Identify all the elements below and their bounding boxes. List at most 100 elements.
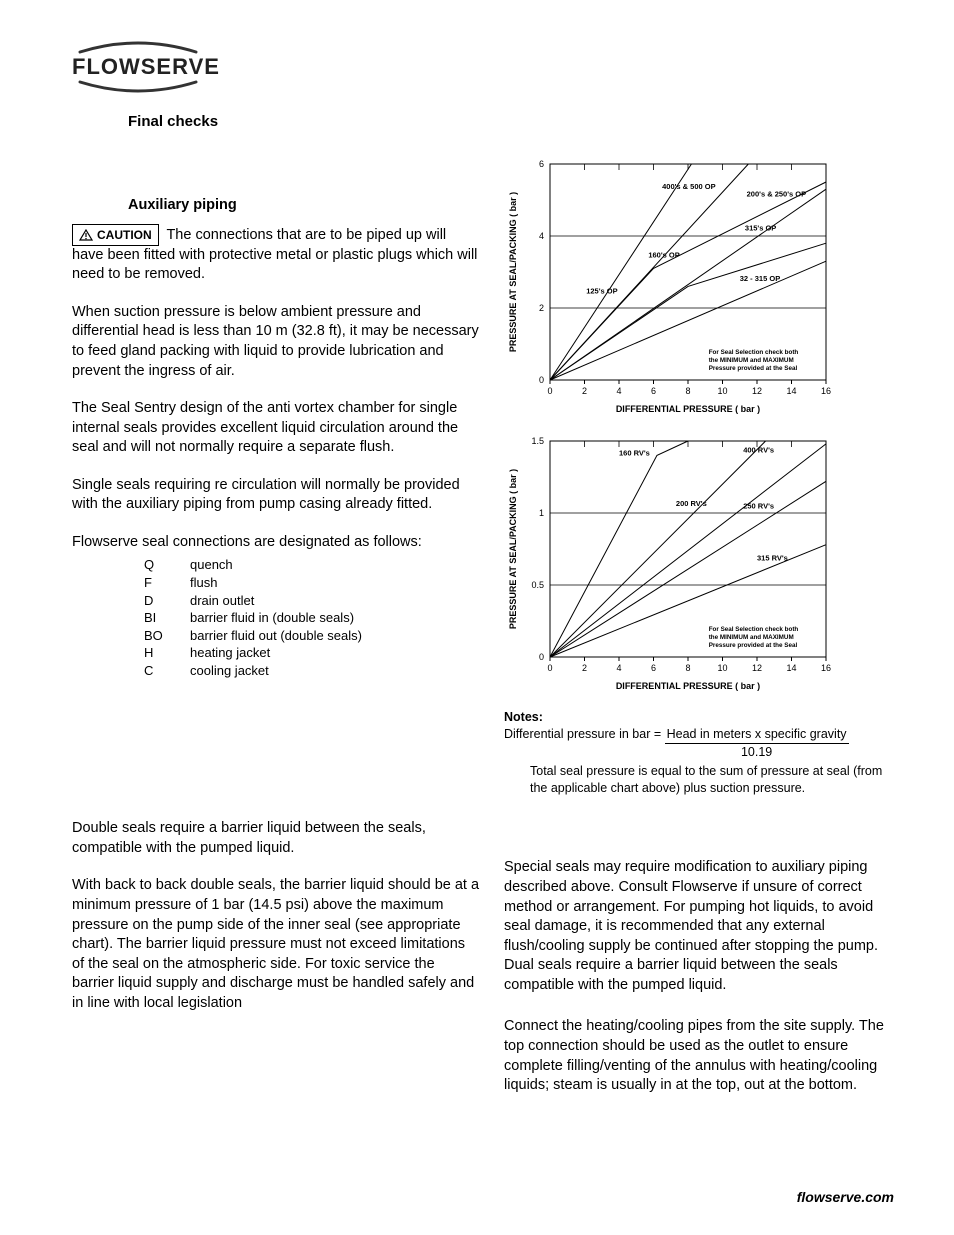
connection-row: Fflush (144, 574, 480, 592)
content-columns: Auxiliary piping CAUTION The connections… (72, 156, 894, 1114)
connection-code: D (144, 592, 172, 610)
connection-code: BI (144, 609, 172, 627)
connection-label: heating jacket (190, 644, 270, 662)
right-column: 02468101214160246400's & 500 OP200's & 2… (504, 156, 894, 1114)
connection-row: Ccooling jacket (144, 662, 480, 680)
chart-svg: 0 2 4 6 8 10 12 14 16 0 0.5 1 1.5 160 RV's 400 RV's 200… (504, 433, 834, 693)
connection-row: BO barrier fluid out (double seals) (144, 627, 480, 645)
svg-text:6: 6 (539, 159, 544, 169)
connection-code: H (144, 644, 172, 662)
svg-text:the MINIMUM and MAXIMUM: the MINIMUM and MAXIMUM (709, 357, 794, 364)
svg-text:400's & 500 OP: 400's & 500 OP (662, 182, 716, 191)
notes-line2: Total seal pressure is equal to the sum … (504, 763, 894, 797)
paragraph-9: Connect the heating/cooling pipes from t… (504, 1017, 894, 1095)
connection-label: cooling jacket (190, 662, 269, 680)
svg-text:125's OP: 125's OP (586, 287, 617, 296)
caution-label: CAUTION (97, 228, 152, 242)
svg-text:0: 0 (547, 663, 552, 673)
svg-text:400 RV's: 400 RV's (743, 445, 774, 454)
svg-text:the MINIMUM and MAXIMUM: the MINIMUM and MAXIMUM (709, 634, 794, 641)
svg-text:0: 0 (539, 375, 544, 385)
svg-text:For Seal Selection check both: For Seal Selection check both (709, 626, 799, 633)
section-title: Final checks (128, 112, 894, 132)
svg-text:16: 16 (821, 663, 831, 673)
svg-text:PRESSURE AT SEAL/PACKING ( bar: PRESSURE AT SEAL/PACKING ( bar ) (508, 192, 518, 352)
connection-label: flush (190, 574, 217, 592)
notes-fraction: Head in meters x specific gravity 10.19 (665, 726, 849, 761)
connection-row: Qquench (144, 556, 480, 574)
paragraph-8: Special seals may require modification t… (504, 858, 894, 995)
connection-label: drain outlet (190, 592, 254, 610)
svg-text:4: 4 (616, 386, 621, 396)
chart-1: 0 2 4 6 8 10 12 14 16 0 2 4 6 400's & 500 OP 200's & 2… (504, 156, 894, 423)
paragraph-7: With back to back double seals, the barr… (72, 876, 480, 1013)
svg-text:DIFFERENTIAL PRESSURE ( bar ): DIFFERENTIAL PRESSURE ( bar ) (616, 681, 760, 691)
chart-notes: Notes: Differential pressure in bar = He… (504, 709, 894, 796)
svg-text:12: 12 (752, 386, 762, 396)
svg-text:32 - 315 OP: 32 - 315 OP (740, 274, 780, 283)
svg-text:8: 8 (685, 386, 690, 396)
svg-text:2: 2 (582, 663, 587, 673)
warning-triangle-icon (79, 229, 93, 241)
svg-text:6: 6 (651, 663, 656, 673)
subsection-title: Auxiliary piping (128, 196, 480, 216)
paragraph-3: The Seal Sentry design of the anti vorte… (72, 399, 480, 458)
paragraph-5: Flowserve seal connections are designate… (72, 533, 480, 553)
svg-text:16: 16 (821, 386, 831, 396)
chart-svg: 0 2 4 6 8 10 12 14 16 0 2 4 6 400's & 500 OP 200's & 2… (504, 156, 834, 416)
page: FLOWSERVE Final checks Auxiliary piping … (0, 0, 954, 1235)
svg-text:Pressure provided at the Seal: Pressure provided at the Seal (709, 642, 798, 649)
svg-text:250 RV's: 250 RV's (743, 501, 774, 510)
svg-text:0: 0 (547, 386, 552, 396)
notes-line1-pre: Differential pressure in bar = (504, 727, 665, 741)
logo-swoosh-bottom-icon (72, 80, 204, 96)
svg-text:6: 6 (651, 386, 656, 396)
svg-text:2: 2 (582, 386, 587, 396)
svg-text:0.5: 0.5 (531, 580, 544, 590)
svg-text:200 RV's: 200 RV's (676, 498, 707, 507)
svg-text:4: 4 (539, 231, 544, 241)
svg-text:315 RV's: 315 RV's (757, 553, 788, 562)
svg-text:PRESSURE AT SEAL/PACKING ( bar: PRESSURE AT SEAL/PACKING ( bar ) (508, 468, 518, 628)
notes-header: Notes: (504, 710, 543, 724)
connection-label: barrier fluid out (double seals) (190, 627, 362, 645)
svg-text:0: 0 (539, 652, 544, 662)
connections-table: QquenchFflushDdrain outletBIbarrier flui… (144, 556, 480, 679)
logo-swoosh-top-icon (72, 38, 204, 54)
svg-text:4: 4 (616, 663, 621, 673)
connection-code: BO (144, 627, 172, 645)
notes-fraction-den: 10.19 (665, 744, 849, 761)
svg-text:200's & 250's OP: 200's & 250's OP (747, 189, 806, 198)
notes-fraction-num: Head in meters x specific gravity (665, 726, 849, 744)
chart-2: 0 2 4 6 8 10 12 14 16 0 0.5 1 1.5 160 RV's 400 RV's 200… (504, 433, 894, 700)
svg-text:10: 10 (717, 386, 727, 396)
svg-text:160 RV's: 160 RV's (619, 448, 650, 457)
paragraph-4: Single seals requiring re circulation wi… (72, 476, 480, 515)
connection-row: BI barrier fluid in (double seals) (144, 609, 480, 627)
svg-text:1.5: 1.5 (531, 436, 544, 446)
footer-url: flowserve.com (797, 1188, 894, 1207)
svg-text:2: 2 (539, 303, 544, 313)
svg-text:160's OP: 160's OP (648, 251, 679, 260)
svg-text:10: 10 (717, 663, 727, 673)
connection-row: Ddrain outlet (144, 592, 480, 610)
connection-code: F (144, 574, 172, 592)
connection-label: quench (190, 556, 233, 574)
brand-name: FLOWSERVE (72, 54, 220, 79)
paragraph-6: Double seals require a barrier liquid be… (72, 819, 480, 858)
svg-text:315's OP: 315's OP (745, 224, 776, 233)
brand-logo: FLOWSERVE (72, 38, 894, 96)
svg-text:1: 1 (539, 508, 544, 518)
svg-text:12: 12 (752, 663, 762, 673)
connection-label: barrier fluid in (double seals) (190, 609, 354, 627)
svg-text:For Seal Selection check both: For Seal Selection check both (709, 349, 799, 356)
caution-badge: CAUTION (72, 224, 159, 246)
caution-paragraph: CAUTION The connections that are to be p… (72, 224, 480, 285)
svg-text:8: 8 (685, 663, 690, 673)
svg-text:14: 14 (786, 386, 796, 396)
svg-text:Pressure provided at the Seal: Pressure provided at the Seal (709, 365, 798, 372)
svg-text:14: 14 (786, 663, 796, 673)
svg-text:DIFFERENTIAL PRESSURE ( bar ): DIFFERENTIAL PRESSURE ( bar ) (616, 404, 760, 414)
connection-code: C (144, 662, 172, 680)
connection-row: Hheating jacket (144, 644, 480, 662)
